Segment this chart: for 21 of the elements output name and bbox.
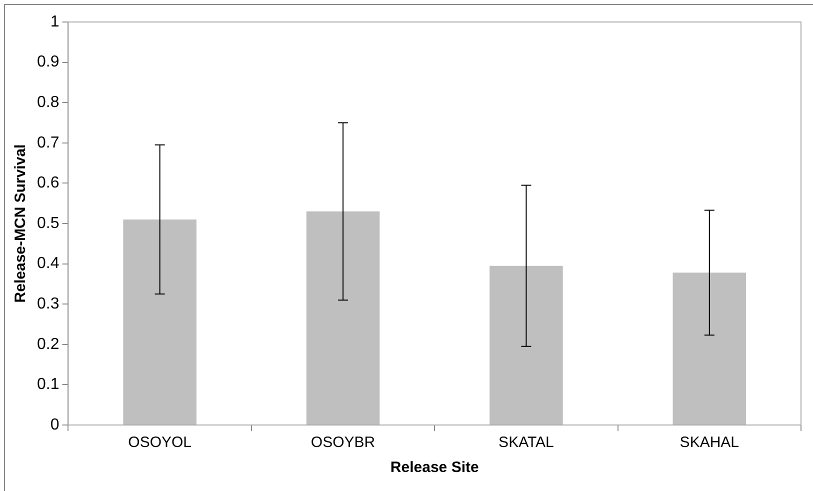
x-tick-label: SKAHAL: [680, 434, 740, 452]
bar: [490, 266, 563, 424]
y-tick-label: 0.2: [36, 336, 60, 353]
x-tick-label: OSOYOL: [128, 434, 192, 452]
bar: [672, 272, 746, 424]
y-tick-label: 0.9: [36, 54, 60, 71]
y-tick-label: 0: [50, 416, 60, 434]
y-tick-label: 1: [50, 13, 60, 30]
y-axis-title: Release-MCN Survival: [12, 144, 30, 303]
x-axis-title: Release Site: [390, 459, 479, 476]
x-tick-label: OSOYBR: [310, 434, 376, 452]
bar: [123, 219, 196, 424]
y-tick-label: 0.7: [36, 134, 60, 152]
y-tick-label: 0.1: [36, 376, 60, 394]
x-tick-label: SKATAL: [498, 434, 554, 452]
y-tick-label: 0.4: [36, 255, 60, 272]
y-tick-label: 0.3: [36, 296, 60, 313]
y-tick-label: 0.5: [36, 214, 60, 232]
y-tick-label: 0.6: [36, 174, 60, 192]
bar: [306, 211, 380, 424]
y-tick-label: 0.8: [36, 94, 60, 112]
